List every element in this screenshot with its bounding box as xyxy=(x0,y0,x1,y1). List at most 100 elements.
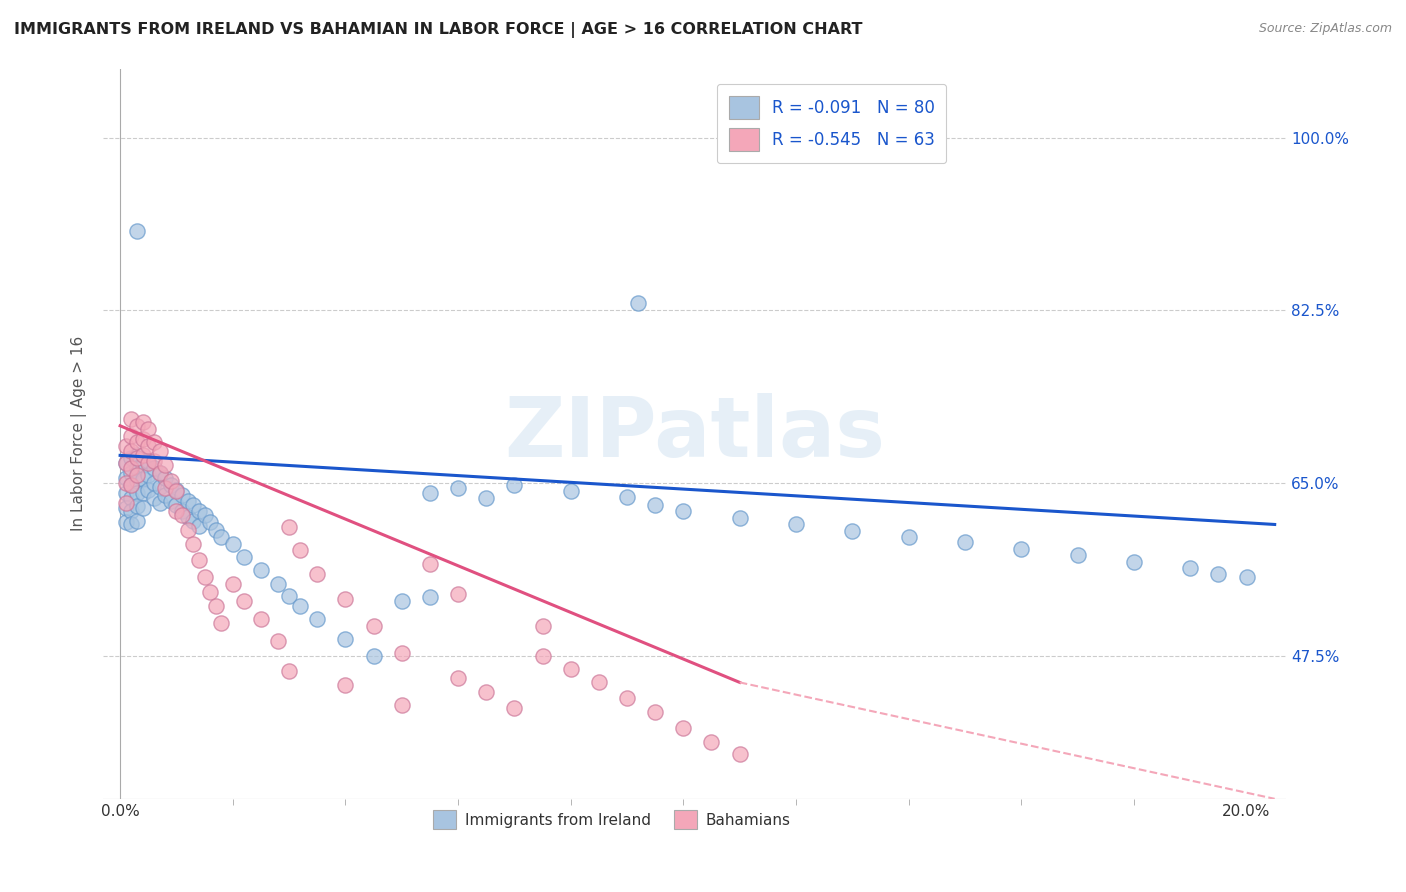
Point xyxy=(531,619,554,633)
Point xyxy=(120,491,142,505)
Point xyxy=(176,509,198,524)
Text: ZIPatlas: ZIPatlas xyxy=(505,393,886,475)
Point xyxy=(148,466,170,480)
Point xyxy=(148,444,170,458)
Point xyxy=(616,691,638,706)
Point xyxy=(953,535,976,549)
Point xyxy=(233,594,256,608)
Point xyxy=(211,530,233,544)
Point xyxy=(148,480,170,494)
Point xyxy=(267,576,290,591)
Y-axis label: In Labor Force | Age > 16: In Labor Force | Age > 16 xyxy=(72,336,87,532)
Point xyxy=(131,415,153,429)
Point xyxy=(1066,548,1088,562)
Point xyxy=(142,454,165,468)
Point xyxy=(391,594,413,608)
Point xyxy=(114,471,136,485)
Point xyxy=(125,451,148,466)
Point xyxy=(897,530,920,544)
Point xyxy=(222,537,245,551)
Point xyxy=(131,449,153,463)
Point xyxy=(125,474,148,488)
Point xyxy=(307,566,329,581)
Point xyxy=(176,524,198,538)
Point xyxy=(194,508,217,522)
Point xyxy=(1208,566,1230,581)
Point xyxy=(125,514,148,528)
Point xyxy=(153,488,176,502)
Point xyxy=(131,472,153,486)
Point xyxy=(200,584,222,599)
Point xyxy=(531,648,554,663)
Point xyxy=(447,586,470,600)
Point xyxy=(278,664,301,678)
Point xyxy=(136,483,159,497)
Point xyxy=(159,493,181,508)
Point xyxy=(114,496,136,510)
Point xyxy=(170,503,193,517)
Point xyxy=(278,589,301,603)
Point xyxy=(250,612,273,626)
Point xyxy=(363,619,385,633)
Point xyxy=(627,296,650,310)
Point xyxy=(700,734,723,748)
Legend: Immigrants from Ireland, Bahamians: Immigrants from Ireland, Bahamians xyxy=(426,805,797,835)
Text: IMMIGRANTS FROM IRELAND VS BAHAMIAN IN LABOR FORCE | AGE > 16 CORRELATION CHART: IMMIGRANTS FROM IRELAND VS BAHAMIAN IN L… xyxy=(14,22,862,38)
Point xyxy=(560,483,582,498)
Point xyxy=(120,451,142,466)
Point xyxy=(290,599,312,614)
Point xyxy=(125,486,148,500)
Point xyxy=(363,648,385,663)
Point xyxy=(136,438,159,452)
Point xyxy=(153,481,176,495)
Point xyxy=(644,705,666,719)
Point xyxy=(120,503,142,517)
Point xyxy=(136,422,159,436)
Point xyxy=(290,543,312,558)
Point xyxy=(267,634,290,648)
Point xyxy=(419,557,441,571)
Point xyxy=(148,466,170,480)
Point xyxy=(120,478,142,492)
Point xyxy=(785,517,807,532)
Point xyxy=(120,444,142,458)
Point xyxy=(120,517,142,532)
Point xyxy=(125,499,148,513)
Point xyxy=(728,747,751,762)
Point xyxy=(114,456,136,470)
Text: Source: ZipAtlas.com: Source: ZipAtlas.com xyxy=(1258,22,1392,36)
Point xyxy=(503,478,526,492)
Point xyxy=(114,500,136,515)
Point xyxy=(131,500,153,515)
Point xyxy=(1010,542,1032,557)
Point xyxy=(616,490,638,504)
Point xyxy=(114,456,136,470)
Point xyxy=(170,508,193,522)
Point xyxy=(159,478,181,492)
Point xyxy=(335,632,357,646)
Point xyxy=(131,458,153,473)
Point xyxy=(205,599,228,614)
Point xyxy=(419,486,441,500)
Point xyxy=(233,549,256,564)
Point xyxy=(183,498,205,512)
Point xyxy=(125,461,148,475)
Point xyxy=(131,432,153,446)
Point xyxy=(475,491,498,505)
Point xyxy=(125,468,148,483)
Point xyxy=(250,563,273,577)
Point xyxy=(335,592,357,607)
Point xyxy=(159,474,181,488)
Point xyxy=(114,516,136,530)
Point xyxy=(125,449,148,463)
Point xyxy=(153,471,176,485)
Point xyxy=(391,698,413,712)
Point xyxy=(447,481,470,495)
Point xyxy=(447,672,470,686)
Point xyxy=(136,468,159,483)
Point xyxy=(165,483,187,498)
Point xyxy=(125,418,148,433)
Point xyxy=(125,224,148,238)
Point xyxy=(391,646,413,660)
Point xyxy=(728,510,751,524)
